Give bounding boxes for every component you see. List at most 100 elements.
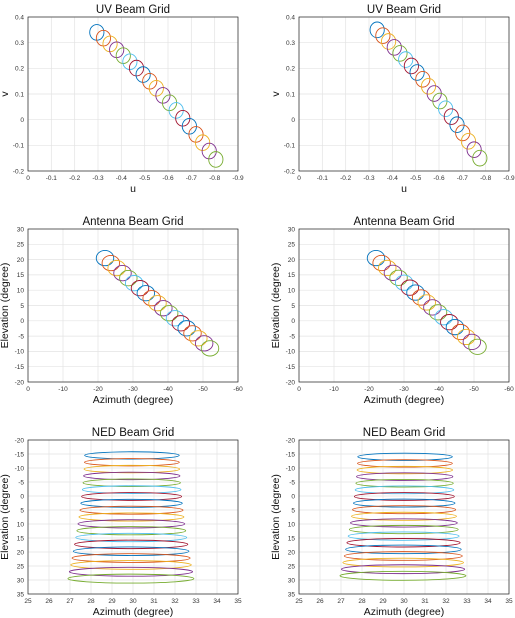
y-tick-label: 15 bbox=[288, 535, 296, 542]
beam-ellipse bbox=[115, 47, 131, 64]
beam-ellipse bbox=[353, 498, 456, 508]
y-tick-label: -5 bbox=[18, 479, 24, 486]
beam-ellipse bbox=[354, 485, 455, 495]
x-tick-label: 35 bbox=[505, 598, 513, 605]
beam-ellipse bbox=[75, 532, 188, 543]
beam-ellipse bbox=[95, 249, 115, 267]
beam-ellipse bbox=[472, 149, 488, 167]
x-tick-label: -0.3 bbox=[92, 175, 104, 182]
x-tick-label: -0.5 bbox=[139, 175, 151, 182]
beam-ellipse bbox=[392, 45, 408, 62]
y-tick-label: 35 bbox=[288, 591, 296, 598]
beam-series bbox=[369, 21, 488, 167]
y-tick-label: 30 bbox=[17, 226, 25, 233]
y-axis-label: v bbox=[0, 91, 11, 97]
x-tick-label: -0.1 bbox=[317, 175, 329, 182]
beam-ellipse bbox=[355, 478, 454, 488]
x-tick-label: 0 bbox=[26, 386, 30, 393]
beam-ellipse bbox=[77, 519, 186, 529]
x-tick-label: -0.9 bbox=[232, 175, 244, 182]
beam-ellipse bbox=[357, 459, 453, 468]
chart-title: Antenna Beam Grid bbox=[82, 216, 183, 228]
x-tick-label: -0.6 bbox=[162, 175, 174, 182]
y-tick-label: 10 bbox=[288, 288, 296, 295]
beam-ellipse bbox=[102, 35, 118, 53]
y-tick-label: -10 bbox=[15, 349, 25, 356]
beam-ellipse bbox=[352, 505, 457, 515]
beam-ellipse bbox=[346, 538, 461, 548]
beam-ellipse bbox=[386, 39, 402, 56]
y-axis-label: Elevation (degree) bbox=[270, 263, 282, 349]
y-tick-label: 20 bbox=[17, 549, 25, 556]
y-tick-label: -5 bbox=[18, 333, 24, 340]
x-tick-label: 30 bbox=[129, 598, 137, 605]
beam-ellipse bbox=[107, 260, 126, 277]
y-tick-label: 0.1 bbox=[15, 91, 24, 98]
beam-ellipse bbox=[122, 53, 138, 71]
x-tick-label: -30 bbox=[399, 386, 409, 393]
beam-ellipse bbox=[188, 126, 204, 143]
x-tick-label: 25 bbox=[295, 598, 303, 605]
x-tick-label: 27 bbox=[337, 598, 345, 605]
beam-ellipse bbox=[366, 249, 386, 267]
x-tick-label: 0 bbox=[297, 386, 301, 393]
y-tick-label: 0 bbox=[20, 493, 24, 500]
y-tick-label: -20 bbox=[286, 437, 296, 444]
x-tick-label: -20 bbox=[93, 386, 103, 393]
chart-title: NED Beam Grid bbox=[92, 427, 174, 439]
beam-series bbox=[95, 249, 220, 357]
y-tick-label: 0.2 bbox=[15, 66, 24, 73]
beam-ellipse bbox=[74, 539, 189, 550]
chart-panel-2: 0 -0.1 -0.2 -0.3 -0.4 -0.5 -0.6 -0.7 -0.8 -0.9 -0.… bbox=[270, 4, 515, 195]
x-tick-label: -0.8 bbox=[209, 175, 221, 182]
x-tick-label: -0.8 bbox=[480, 175, 492, 182]
y-tick-label: 0 bbox=[291, 318, 295, 325]
y-tick-label: 5 bbox=[20, 303, 24, 310]
x-axis-label: Azimuth (degree) bbox=[93, 606, 174, 618]
beam-ellipse bbox=[159, 305, 179, 322]
beam-ellipse bbox=[101, 254, 121, 272]
beam-ellipse bbox=[83, 471, 181, 481]
beam-ellipse bbox=[372, 254, 391, 272]
x-tick-label: 29 bbox=[379, 598, 387, 605]
x-tick-label: 31 bbox=[421, 598, 429, 605]
y-tick-label: 5 bbox=[20, 507, 24, 514]
beam-ellipse bbox=[356, 472, 454, 481]
beam-ellipse bbox=[83, 464, 181, 474]
beam-ellipse bbox=[189, 330, 208, 347]
y-tick-label: 15 bbox=[288, 272, 296, 279]
y-tick-label: 0.3 bbox=[15, 40, 24, 47]
y-tick-label: -20 bbox=[15, 379, 25, 386]
x-tick-label: 32 bbox=[442, 598, 450, 605]
x-tick-label: 26 bbox=[45, 598, 53, 605]
x-tick-label: -20 bbox=[364, 386, 374, 393]
beam-ellipse bbox=[350, 518, 458, 528]
beam-ellipse bbox=[420, 78, 437, 95]
y-tick-label: 15 bbox=[17, 535, 25, 542]
beam-ellipse bbox=[130, 280, 150, 297]
beam-ellipse bbox=[369, 21, 385, 39]
y-tick-label: 30 bbox=[288, 226, 296, 233]
beam-ellipse bbox=[411, 289, 431, 306]
x-tick-label: 33 bbox=[463, 598, 471, 605]
chart-panel-1: 0 -0.1 -0.2 -0.3 -0.4 -0.5 -0.6 -0.7 -0.8 -0.9 -0.… bbox=[0, 4, 244, 195]
x-tick-label: -50 bbox=[198, 386, 208, 393]
x-tick-label: 26 bbox=[316, 598, 324, 605]
y-tick-label: -0.2 bbox=[284, 168, 296, 175]
beam-ellipse bbox=[339, 570, 467, 581]
beam-ellipse bbox=[345, 544, 462, 555]
beam-ellipse bbox=[400, 279, 420, 296]
x-tick-label: -0.1 bbox=[46, 175, 58, 182]
y-tick-label: 0.1 bbox=[286, 91, 295, 98]
chart-title: UV Beam Grid bbox=[367, 4, 441, 16]
y-axis-label: Elevation (degree) bbox=[270, 474, 282, 560]
y-tick-label: -0.2 bbox=[13, 168, 25, 175]
y-tick-label: 25 bbox=[288, 563, 296, 570]
chart-panel-4: 0 -10 -20 -30 -40 -50 -60-20-15-10-50510152025… bbox=[270, 216, 514, 406]
x-tick-label: 31 bbox=[150, 598, 158, 605]
beam-ellipse bbox=[353, 492, 455, 501]
x-tick-label: -0.5 bbox=[410, 175, 422, 182]
y-tick-label: -10 bbox=[286, 465, 296, 472]
y-tick-label: -15 bbox=[286, 364, 296, 371]
beam-ellipse bbox=[457, 328, 476, 346]
